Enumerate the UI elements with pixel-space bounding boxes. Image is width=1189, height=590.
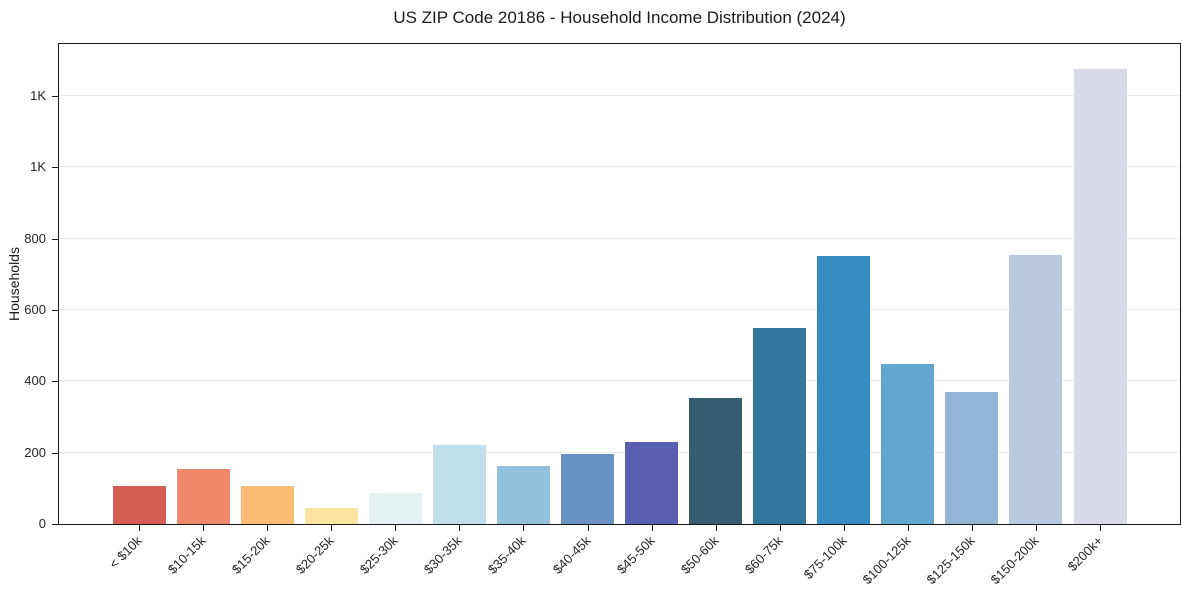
x-tick-mark: [267, 525, 269, 531]
x-tick-mark: [331, 525, 333, 531]
bar: [881, 364, 935, 524]
bar: [753, 328, 807, 524]
y-tick-label: 200: [24, 444, 46, 460]
y-tick-label: 600: [24, 301, 46, 317]
bar: [176, 469, 230, 524]
bar: [945, 391, 999, 524]
bar: [817, 256, 871, 524]
y-tick-label: 0: [38, 516, 46, 531]
y-tick-mark: [52, 524, 58, 525]
x-tick-mark: [1035, 525, 1037, 531]
chart-title: US ZIP Code 20186 - Household Income Dis…: [393, 8, 846, 27]
y-tick-mark: [52, 95, 58, 97]
x-tick-mark: [971, 525, 973, 531]
y-tick-mark: [52, 452, 58, 454]
bar: [625, 441, 678, 524]
gridline: [59, 451, 1180, 453]
x-tick-mark: [843, 525, 845, 531]
y-tick-label: 800: [24, 230, 46, 246]
x-tick-mark: [523, 525, 525, 531]
bar: [496, 466, 550, 524]
x-tick-mark: [395, 525, 397, 531]
y-tick-mark: [52, 309, 58, 311]
gridline: [59, 380, 1180, 382]
x-tick-mark: [139, 525, 140, 531]
y-tick-mark: [52, 167, 58, 169]
gridline: [59, 94, 1180, 96]
bar: [240, 485, 294, 524]
bar: [368, 492, 422, 524]
y-tick-mark: [52, 238, 58, 240]
plot-area: [58, 43, 1181, 525]
bar: [1009, 254, 1063, 524]
bar: [561, 454, 614, 524]
gridline: [59, 237, 1180, 239]
y-tick-label: 400: [24, 373, 46, 389]
y-tick-label: 1K: [30, 87, 46, 103]
gridline: [59, 166, 1180, 168]
x-tick-mark: [203, 525, 205, 531]
bar: [1073, 69, 1127, 524]
gridline: [59, 308, 1180, 310]
x-tick-label: < $10k: [106, 533, 145, 572]
x-tick-mark: [651, 525, 653, 531]
y-tick-mark: [52, 381, 58, 383]
bar: [689, 398, 743, 524]
x-tick-mark: [779, 525, 781, 531]
bar: [304, 507, 358, 524]
y-tick-label: 1K: [30, 159, 46, 175]
bar: [112, 485, 166, 524]
x-tick-mark: [587, 525, 589, 531]
x-tick-mark: [1100, 525, 1101, 531]
y-axis-label: Households: [6, 247, 22, 321]
bar: [432, 445, 486, 524]
x-tick-mark: [459, 525, 461, 531]
x-tick-mark: [907, 525, 909, 531]
x-tick-mark: [715, 525, 717, 531]
